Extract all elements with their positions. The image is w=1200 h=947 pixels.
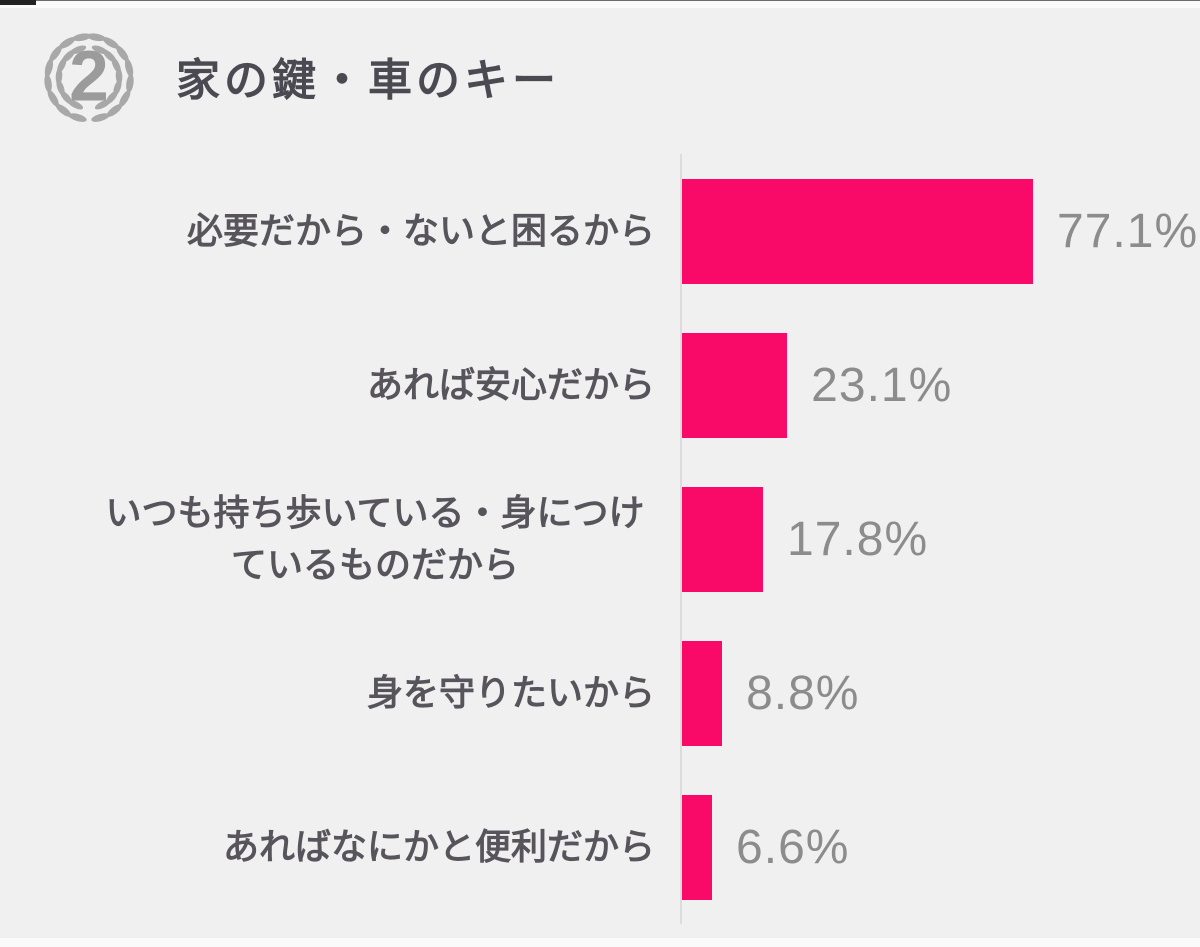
- bar-cell: 23.1%: [680, 308, 1200, 462]
- bar: [682, 640, 723, 746]
- value-label: 77.1%: [1057, 204, 1199, 258]
- rank-number: 2: [69, 36, 109, 116]
- bar: [682, 794, 713, 900]
- laurel-wreath-icon: 2: [44, 32, 135, 124]
- bar-cell: 17.8%: [680, 462, 1200, 616]
- bar-cell: 77.1%: [680, 154, 1200, 308]
- category-label: あればなにかと便利だから: [222, 825, 655, 867]
- category-label-cell: あればなにかと便利だから: [0, 770, 680, 924]
- category-label: 必要だから・ないと困るから: [186, 209, 655, 251]
- value-label: 23.1%: [811, 358, 953, 412]
- value-label: 8.8%: [746, 666, 860, 720]
- chart-row: いつも持ち歩いている・身につけているものだから 17.8%: [0, 462, 1200, 616]
- window-top-corner-fragment: [0, 0, 36, 5]
- bar: [682, 178, 1034, 284]
- bar-cell: 6.6%: [680, 770, 1200, 924]
- value-label: 6.6%: [736, 820, 850, 874]
- category-label-cell: 身を守りたいから: [0, 616, 680, 770]
- category-label-cell: いつも持ち歩いている・身につけているものだから: [0, 462, 680, 616]
- chart-title: 家の鍵・車のキー: [176, 56, 560, 105]
- value-label: 17.8%: [787, 512, 929, 566]
- chart-row: 身を守りたいから 8.8%: [0, 616, 1200, 770]
- category-label: 身を守りたいから: [366, 671, 655, 713]
- window-top-edge-line: [0, 0, 1200, 1]
- bar-chart: 必要だから・ないと困るから 77.1% あれば安心だから 23.1% いつも持ち歩いてい…: [0, 154, 1200, 924]
- category-label: いつも持ち歩いている・身につけているものだから: [105, 491, 645, 585]
- bar: [682, 486, 764, 592]
- bar-cell: 8.8%: [680, 616, 1200, 770]
- category-label: あれば安心だから: [366, 363, 655, 405]
- ranking-chart-card: 2 家の鍵・車のキー 必要だから・ないと困るから 77.1% あれば安心だから 23.…: [0, 8, 1200, 938]
- bar: [682, 332, 788, 438]
- category-label-cell: 必要だから・ないと困るから: [0, 154, 680, 308]
- chart-row: あればなにかと便利だから 6.6%: [0, 770, 1200, 924]
- category-label-cell: あれば安心だから: [0, 308, 680, 462]
- chart-row: 必要だから・ないと困るから 77.1%: [0, 154, 1200, 308]
- card-header: 2 家の鍵・車のキー: [28, 26, 560, 126]
- chart-row: あれば安心だから 23.1%: [0, 308, 1200, 462]
